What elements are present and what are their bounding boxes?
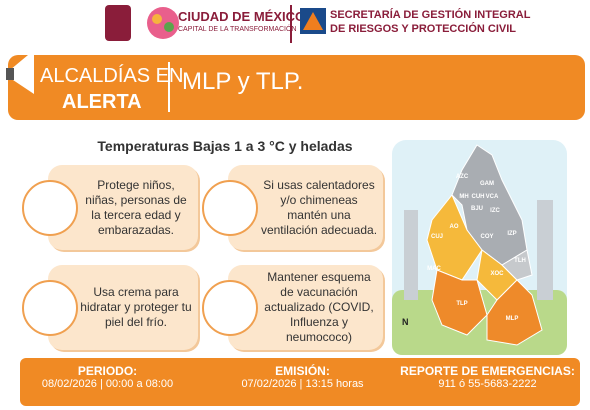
banner xyxy=(8,55,585,120)
map-label: CUH xyxy=(472,194,485,200)
subtitle: Temperaturas Bajas 1 a 3 °C y heladas xyxy=(97,138,353,154)
north-label: N xyxy=(402,317,409,327)
tip-text: Si usas calentadores y/o chimeneas manté… xyxy=(260,177,378,237)
footer-emergency: REPORTE DE EMERGENCIAS: 911 ó 55-5683-222… xyxy=(400,364,575,390)
map-label: AO xyxy=(450,224,459,230)
map-label: CUJ xyxy=(431,234,443,240)
agency-logo xyxy=(300,8,326,34)
value: 08/02/2026 | 00:00 a 08:00 xyxy=(41,378,174,390)
footer-issued: EMISIÓN: 07/02/2026 | 13:15 horas xyxy=(215,364,390,390)
map-label: VCA xyxy=(486,194,499,200)
label: PERIODO: xyxy=(77,364,138,378)
city-slogan: CAPITAL DE LA TRANSFORMACIÓN xyxy=(178,26,297,33)
map-label: MH xyxy=(459,194,468,200)
map-label: IZP xyxy=(507,231,516,237)
tip-icon xyxy=(202,180,258,236)
value: 07/02/2026 | 13:15 horas xyxy=(241,378,364,390)
map-label: IZC xyxy=(490,208,500,214)
map-label: XOC xyxy=(490,271,504,277)
tip-text: Mantener esquema de vacunación actualiza… xyxy=(264,270,374,344)
agency: SECRETARÍA DE GESTIÓN INTEGRAL xyxy=(330,9,531,21)
map-label: COY xyxy=(480,234,493,240)
map-label: GAM xyxy=(480,181,494,187)
tip-text: Protege niños, niñas, personas de la ter… xyxy=(85,177,187,237)
map-label: MAC xyxy=(427,266,441,272)
banner-title: ALERTA xyxy=(62,91,142,113)
value: 911 ó 55-5683-2222 xyxy=(438,378,537,390)
footer-period: PERIODO: 08/02/2026 | 00:00 a 08:00 xyxy=(25,364,190,390)
map-label: MLP xyxy=(506,316,519,322)
divider xyxy=(168,62,170,112)
tip-icon xyxy=(202,280,258,336)
banner-places: MLP y TLP. xyxy=(182,68,304,95)
footer xyxy=(20,358,580,406)
megaphone-icon xyxy=(6,50,34,94)
banner-title: ALCALDÍAS EN xyxy=(40,65,184,87)
label: REPORTE DE EMERGENCIAS: xyxy=(400,364,575,378)
tip-icon xyxy=(22,280,78,336)
city: CIUDAD DE MÉXICO xyxy=(178,9,306,24)
map-label: TLP xyxy=(456,301,467,307)
tip-text: Usa crema para hidratar y proteger tu pi… xyxy=(80,285,192,329)
label: EMISIÓN: xyxy=(275,364,330,378)
map-label: BJU xyxy=(471,206,483,212)
tip-icon xyxy=(22,180,78,236)
map-label: AZC xyxy=(456,174,469,180)
agency: DE RIESGOS Y PROTECCIÓN CIVIL xyxy=(330,23,517,35)
logo xyxy=(105,5,292,43)
map-label: TLH xyxy=(514,258,526,264)
tip-card: Si usas calentadores y/o chimeneas manté… xyxy=(228,165,383,250)
